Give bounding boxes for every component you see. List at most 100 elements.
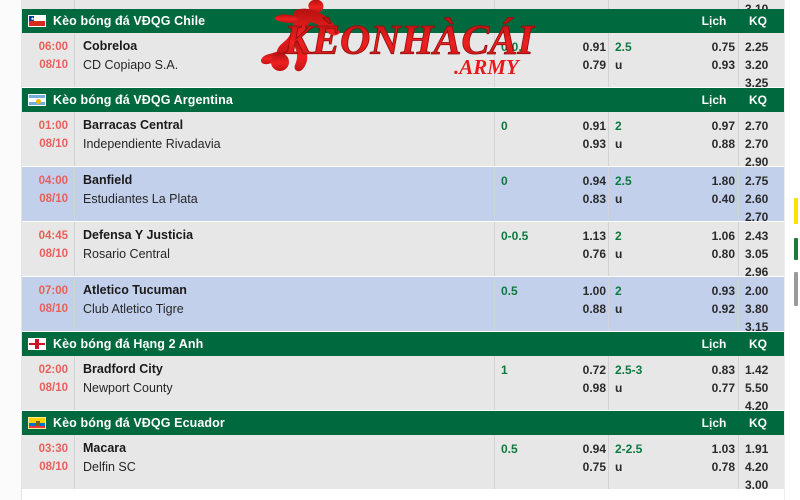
handicap-line-cell[interactable]: 0-0.5 (494, 222, 560, 276)
odd-away-win[interactable]: 2.70 (745, 210, 769, 224)
overunder-odd-over[interactable]: 1.03 (711, 442, 735, 456)
handicap-odds-cell[interactable]: 0.91 0.79 (560, 33, 608, 87)
minimap-mark[interactable] (794, 198, 798, 224)
overunder-line[interactable]: 2.5 (615, 40, 632, 54)
handicap-odd-away[interactable]: 0.83 (582, 192, 606, 206)
match-row[interactable]: 04:00 08/10 Banfield Estudiantes La Plata 0 0… (22, 167, 784, 224)
match-teams-cell[interactable]: Defensa Y Justicia Rosario Central (74, 222, 494, 276)
overunder-line-cell[interactable]: 2.5 u (608, 167, 676, 221)
match-row[interactable]: 04:45 08/10 Defensa Y Justicia Rosario Cent… (22, 222, 784, 279)
page-right-gutter[interactable] (784, 0, 800, 500)
match-teams-cell[interactable]: Macara Delfin SC (74, 435, 494, 489)
match-teams-cell[interactable]: Barracas Central Independiente Rivadavia (74, 112, 494, 166)
column-header-lich[interactable]: Lịch (701, 93, 727, 107)
onextwo-odds-cell[interactable]: 2.43 3.05 2.96 (738, 222, 784, 279)
handicap-odd-away[interactable]: 0.98 (582, 381, 606, 395)
handicap-odd-away[interactable]: 0.79 (582, 58, 606, 72)
handicap-odds-cell[interactable]: 0.94 0.83 (560, 167, 608, 221)
odd-away-win[interactable]: 3.15 (745, 320, 769, 334)
overunder-line[interactable]: 2-2.5 (615, 442, 643, 456)
home-team-name[interactable]: Macara (83, 441, 127, 455)
odd-away-win[interactable]: 2.96 (745, 265, 769, 279)
column-header-lich[interactable]: Lịch (701, 337, 727, 351)
handicap-odd-away[interactable]: 0.76 (582, 247, 606, 261)
overunder-odd-under[interactable]: 0.40 (711, 192, 735, 206)
away-team-name[interactable]: Club Atletico Tigre (83, 302, 184, 316)
onextwo-odds-cell[interactable]: 1.42 5.50 4.20 (738, 356, 784, 413)
handicap-line[interactable]: 0.5 (501, 284, 518, 298)
odd-draw[interactable]: 3.80 (745, 302, 769, 316)
overunder-under-label[interactable]: u (615, 460, 623, 474)
home-team-name[interactable]: Bradford City (83, 362, 163, 376)
overunder-odd-under[interactable]: 0.77 (711, 381, 735, 395)
overunder-odds-cell[interactable]: 1.06 0.80 (676, 222, 738, 276)
overunder-line-cell[interactable]: 2-2.5 u (608, 435, 676, 489)
away-team-name[interactable]: Newport County (83, 381, 173, 395)
overunder-odd-under[interactable]: 0.78 (711, 460, 735, 474)
onextwo-odds-cell[interactable]: 2.25 3.20 3.25 (738, 33, 784, 90)
odd-away-win[interactable]: 3.25 (745, 76, 769, 90)
match-teams-cell[interactable]: Atletico Tucuman Club Atletico Tigre (74, 277, 494, 331)
handicap-line[interactable]: 0.5 (501, 442, 518, 456)
league-header[interactable]: Kèo bóng đá VĐQG Argentina Lịch KQ (22, 88, 784, 112)
home-team-name[interactable]: Defensa Y Justicia (83, 228, 194, 242)
handicap-line[interactable]: 1 (501, 363, 508, 377)
overunder-under-label[interactable]: u (615, 192, 623, 206)
odd-draw[interactable]: 5.50 (745, 381, 769, 395)
handicap-odds-cell[interactable]: 1.00 0.88 (560, 277, 608, 331)
column-header-kq[interactable]: KQ (749, 416, 767, 430)
match-row[interactable]: 03:30 08/10 Macara Delfin SC 0.5 0.94 0.75 2-2.… (22, 435, 784, 492)
handicap-line[interactable]: 0 (501, 174, 508, 188)
onextwo-odds-cell[interactable]: 2.70 2.70 2.90 (738, 112, 784, 169)
handicap-odd-home[interactable]: 0.94 (582, 442, 606, 456)
away-team-name[interactable]: Independiente Rivadavia (83, 137, 221, 151)
match-teams-cell[interactable]: Banfield Estudiantes La Plata (74, 167, 494, 221)
overunder-odds-cell[interactable]: 0.75 0.93 (676, 33, 738, 87)
overunder-odd-under[interactable]: 0.92 (711, 302, 735, 316)
match-row[interactable]: 01:00 08/10 Barracas Central Independiente … (22, 112, 784, 169)
match-row[interactable]: 07:00 08/10 Atletico Tucuman Club Atletico … (22, 277, 784, 334)
handicap-odd-home[interactable]: 0.91 (582, 40, 606, 54)
match-teams-cell[interactable]: Bradford City Newport County (74, 356, 494, 410)
match-teams-cell[interactable]: Cobreloa CD Copiapo S.A. (74, 33, 494, 87)
handicap-odd-home[interactable]: 1.00 (582, 284, 606, 298)
handicap-odd-home[interactable]: 0.94 (582, 174, 606, 188)
onextwo-odds-cell[interactable]: 1.91 4.20 3.00 (738, 435, 784, 492)
match-row[interactable]: 02:00 08/10 Bradford City Newport County 1 0.… (22, 356, 784, 413)
overunder-odds-cell[interactable]: 0.93 0.92 (676, 277, 738, 331)
overunder-odd-under[interactable]: 0.88 (711, 137, 735, 151)
handicap-odd-away[interactable]: 0.88 (582, 302, 606, 316)
odd-home-win[interactable]: 2.70 (745, 119, 769, 133)
onextwo-odds-cell[interactable]: 2.75 2.60 2.70 (738, 167, 784, 224)
odd-home-win[interactable]: 2.25 (745, 40, 769, 54)
column-header-kq[interactable]: KQ (749, 93, 767, 107)
overunder-odds-cell[interactable]: 0.83 0.77 (676, 356, 738, 410)
handicap-odds-cell[interactable]: 1.13 0.76 (560, 222, 608, 276)
overunder-under-label[interactable]: u (615, 137, 623, 151)
overunder-odd-over[interactable]: 0.97 (711, 119, 735, 133)
overunder-odd-over[interactable]: 0.83 (711, 363, 735, 377)
overunder-odds-cell[interactable]: 1.80 0.40 (676, 167, 738, 221)
handicap-odds-cell[interactable]: 0.91 0.93 (560, 112, 608, 166)
handicap-odd-away[interactable]: 0.93 (582, 137, 606, 151)
overunder-under-label[interactable]: u (615, 381, 623, 395)
overunder-odd-over[interactable]: 1.80 (711, 174, 735, 188)
home-team-name[interactable]: Cobreloa (83, 39, 138, 53)
away-team-name[interactable]: Delfin SC (83, 460, 136, 474)
home-team-name[interactable]: Barracas Central (83, 118, 184, 132)
handicap-line-cell[interactable]: 0 (494, 167, 560, 221)
handicap-odd-home[interactable]: 0.91 (582, 119, 606, 133)
handicap-odd-home[interactable]: 1.13 (582, 229, 606, 243)
minimap-mark[interactable] (794, 238, 798, 260)
odd-draw[interactable]: 4.20 (745, 460, 769, 474)
overunder-odd-over[interactable]: 0.75 (711, 40, 735, 54)
handicap-line-cell[interactable]: 0.5 (494, 277, 560, 331)
overunder-line[interactable]: 2 (615, 284, 622, 298)
handicap-odd-away[interactable]: 0.75 (582, 460, 606, 474)
home-team-name[interactable]: Atletico Tucuman (83, 283, 187, 297)
odd-home-win[interactable]: 1.42 (745, 363, 769, 377)
overunder-under-label[interactable]: u (615, 302, 623, 316)
overunder-line[interactable]: 2.5 (615, 174, 632, 188)
